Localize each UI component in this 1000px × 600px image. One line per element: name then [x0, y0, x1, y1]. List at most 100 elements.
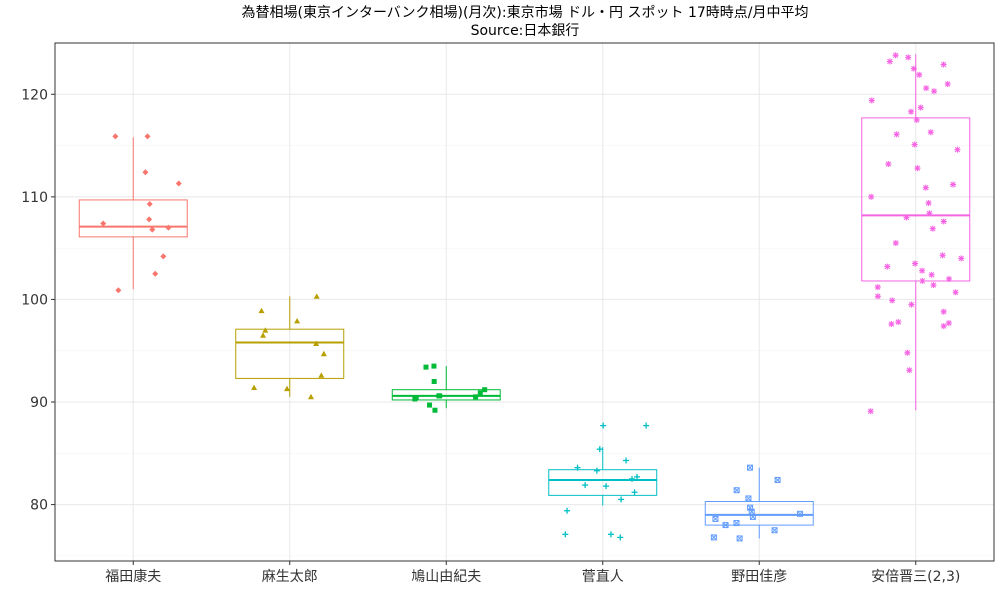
point-marker	[930, 282, 937, 288]
point-marker	[918, 104, 924, 111]
x-tick-label: 安倍晋三(2,3)	[871, 569, 960, 585]
point-marker	[262, 327, 269, 333]
data-point	[733, 487, 740, 494]
point-marker	[928, 129, 934, 135]
data-point	[868, 97, 875, 104]
data-point	[313, 293, 320, 299]
data-point	[733, 520, 740, 527]
data-point	[596, 446, 603, 453]
point-marker	[431, 363, 437, 369]
data-point	[889, 297, 896, 304]
data-point	[320, 350, 327, 357]
point-marker	[905, 54, 911, 61]
data-point	[797, 510, 804, 517]
data-point	[617, 534, 624, 541]
data-point	[294, 317, 301, 324]
data-point	[643, 422, 650, 429]
data-point	[874, 293, 881, 300]
data-point	[629, 475, 636, 482]
data-point	[919, 267, 926, 274]
y-tick-label: 110	[21, 190, 48, 206]
point-marker	[733, 520, 740, 526]
data-point	[582, 482, 589, 489]
box-body	[78, 199, 188, 238]
data-point	[922, 184, 929, 191]
point-marker	[889, 297, 895, 304]
point-marker	[712, 515, 719, 522]
data-point	[917, 104, 924, 111]
data-point	[884, 263, 891, 270]
point-marker	[919, 268, 925, 274]
point-marker	[903, 214, 910, 221]
data-point	[946, 275, 953, 282]
data-point	[284, 385, 291, 392]
data-point	[906, 367, 913, 374]
data-point	[160, 253, 167, 260]
data-point	[307, 393, 314, 400]
point-marker	[100, 220, 107, 227]
point-marker	[931, 88, 937, 94]
data-point	[914, 165, 921, 172]
point-marker	[940, 61, 947, 68]
data-point	[482, 387, 488, 393]
point-marker	[294, 317, 301, 324]
data-point	[562, 531, 569, 538]
data-point	[262, 327, 269, 333]
data-point	[927, 129, 934, 136]
point-marker	[733, 487, 740, 494]
point-marker	[115, 287, 122, 294]
data-point	[885, 161, 892, 168]
point-marker	[144, 133, 151, 140]
point-marker	[477, 390, 483, 396]
axes: 80 90 100 110 120 福田康夫 麻生太郎 鳩山由紀夫 菅直人 野田佳彦 安倍晋三(2,…	[21, 87, 960, 585]
point-marker	[885, 161, 892, 167]
data-point	[774, 476, 781, 483]
point-marker	[748, 508, 755, 515]
data-point	[432, 407, 438, 413]
x-tick-label: 菅直人	[582, 568, 624, 585]
data-point	[888, 321, 895, 328]
panel-border	[54, 42, 995, 562]
x-tick-label: 福田康夫	[105, 568, 161, 585]
point-marker	[747, 464, 753, 471]
point-marker	[914, 165, 921, 171]
data-point	[867, 408, 874, 415]
data-point	[908, 108, 915, 115]
data-point	[929, 225, 936, 232]
data-point	[940, 308, 947, 315]
point-marker	[432, 407, 438, 413]
point-marker	[928, 272, 935, 278]
point-marker	[774, 476, 781, 483]
point-marker	[307, 393, 314, 400]
point-marker	[906, 367, 913, 373]
point-marker	[284, 385, 291, 392]
data-point	[926, 210, 933, 217]
box-body	[235, 328, 345, 379]
point-marker	[313, 340, 320, 346]
point-marker	[945, 81, 951, 87]
data-point	[574, 464, 581, 471]
point-marker	[952, 289, 959, 295]
point-marker	[946, 276, 952, 282]
data-point	[152, 270, 159, 277]
data-point	[911, 141, 918, 148]
point-marker	[946, 320, 952, 326]
data-point	[945, 320, 952, 327]
point-marker	[925, 200, 932, 206]
point-marker	[939, 252, 946, 259]
point-marker	[867, 408, 874, 414]
data-point	[175, 180, 182, 187]
data-point	[747, 464, 754, 471]
data-point	[722, 522, 729, 529]
data-point	[771, 527, 778, 534]
point-marker	[919, 278, 926, 284]
data-point	[952, 289, 959, 296]
point-marker	[427, 402, 433, 408]
data-point	[100, 220, 107, 227]
data-point	[895, 319, 902, 326]
point-marker	[149, 226, 156, 233]
data-point	[940, 61, 947, 68]
data-point	[144, 133, 151, 140]
